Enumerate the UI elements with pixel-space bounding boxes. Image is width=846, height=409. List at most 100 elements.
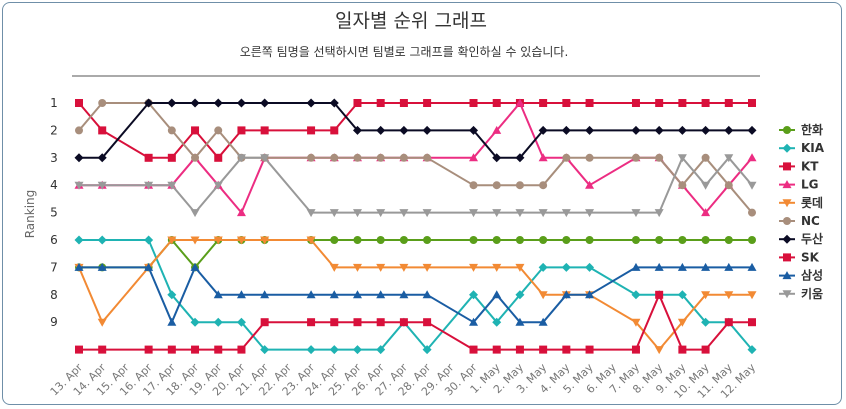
legend-symbol xyxy=(782,143,792,153)
data-point xyxy=(353,153,362,162)
data-point xyxy=(75,345,83,354)
series-line xyxy=(79,156,753,214)
data-point xyxy=(376,99,385,107)
data-point xyxy=(562,153,571,162)
data-point xyxy=(214,126,223,135)
series-6[interactable] xyxy=(75,99,756,217)
data-point xyxy=(631,153,640,162)
legend-label: 삼성 xyxy=(801,268,823,283)
data-point xyxy=(144,235,154,245)
data-point xyxy=(236,236,246,245)
data-point xyxy=(260,345,270,355)
data-point xyxy=(260,126,269,135)
legend-item[interactable]: 한화 xyxy=(779,122,823,137)
series-9[interactable] xyxy=(74,262,757,326)
data-point xyxy=(538,125,548,135)
data-point xyxy=(631,99,640,107)
data-point xyxy=(306,290,316,299)
data-point xyxy=(97,318,107,327)
data-point xyxy=(585,236,594,244)
data-point xyxy=(562,345,571,354)
legend-item[interactable]: 키움 xyxy=(779,286,823,301)
data-point xyxy=(97,235,107,245)
legend-symbol xyxy=(782,290,792,299)
data-point xyxy=(655,236,664,244)
y-tick-label: 2 xyxy=(50,123,58,137)
data-point xyxy=(167,153,176,162)
series-line xyxy=(79,239,752,269)
series-line xyxy=(79,266,752,324)
data-point xyxy=(399,318,408,327)
data-point xyxy=(237,345,246,354)
legend-label: LG xyxy=(801,178,819,192)
data-point xyxy=(701,153,710,162)
legend-item[interactable]: KT xyxy=(779,159,819,173)
legend-item[interactable]: 두산 xyxy=(779,231,823,246)
data-point xyxy=(538,291,548,300)
data-point xyxy=(74,262,84,271)
legend-label: 키움 xyxy=(801,286,823,301)
data-point xyxy=(74,153,84,163)
data-point xyxy=(655,99,664,107)
data-point xyxy=(562,236,571,244)
data-point xyxy=(330,318,339,327)
series-7[interactable] xyxy=(74,98,757,163)
series-5[interactable] xyxy=(74,236,757,355)
chart-frame xyxy=(2,2,842,405)
data-point xyxy=(701,125,711,135)
data-point xyxy=(422,209,432,218)
data-point xyxy=(701,291,711,300)
legend-item[interactable]: NC xyxy=(779,214,820,228)
series-1[interactable] xyxy=(75,236,756,272)
series-line xyxy=(78,239,752,351)
data-point xyxy=(631,290,641,300)
data-point xyxy=(352,345,362,355)
legend-item[interactable]: 삼성 xyxy=(779,268,823,283)
data-point xyxy=(515,317,525,326)
data-point xyxy=(469,290,479,300)
data-point xyxy=(701,345,710,354)
legend-item[interactable]: SK xyxy=(779,250,820,264)
data-point xyxy=(190,317,200,327)
data-point xyxy=(376,153,385,162)
data-point xyxy=(701,208,711,217)
data-point xyxy=(724,318,733,327)
data-point xyxy=(492,99,501,107)
series-10[interactable] xyxy=(74,154,757,218)
data-point xyxy=(492,209,502,218)
legend-label: SK xyxy=(801,250,820,264)
series-2[interactable] xyxy=(74,235,757,355)
legend-symbol xyxy=(782,180,792,189)
data-point xyxy=(677,318,687,327)
data-point xyxy=(167,181,177,190)
data-point xyxy=(469,345,478,354)
data-point xyxy=(678,181,687,190)
legend-item[interactable]: KIA xyxy=(779,141,825,155)
data-point xyxy=(190,236,200,245)
data-point xyxy=(422,125,432,135)
data-point xyxy=(585,180,595,189)
data-point xyxy=(376,209,386,218)
data-point xyxy=(654,209,664,218)
y-axis-ticks: 1 2 3 4 5 6 7 8 9 xyxy=(50,96,58,329)
data-point xyxy=(677,125,687,135)
data-point xyxy=(748,236,756,244)
data-point xyxy=(492,181,501,190)
data-point xyxy=(144,345,153,354)
data-point xyxy=(585,209,595,218)
data-point xyxy=(585,262,595,272)
series-8[interactable] xyxy=(75,290,756,354)
data-point xyxy=(144,262,154,271)
data-point xyxy=(236,98,246,108)
data-point xyxy=(515,290,525,300)
series-3[interactable] xyxy=(75,99,756,162)
legend-item[interactable]: 롯데 xyxy=(779,195,823,210)
data-point xyxy=(98,345,107,354)
data-point xyxy=(191,126,200,135)
data-point xyxy=(724,99,733,107)
data-point xyxy=(399,263,409,272)
legend-item[interactable]: LG xyxy=(779,178,819,192)
data-point xyxy=(330,153,339,162)
data-point xyxy=(631,345,640,354)
data-point xyxy=(748,99,756,107)
